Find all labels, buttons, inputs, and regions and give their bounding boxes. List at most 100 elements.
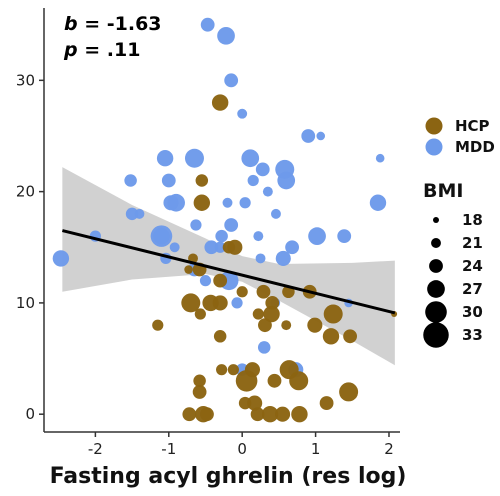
x-tick-label: -1 [161, 440, 176, 458]
data-point-hcp [195, 174, 209, 187]
data-point-mdd [169, 242, 180, 253]
data-point-hcp [307, 317, 323, 333]
data-point-mdd [204, 240, 219, 255]
data-point-hcp [211, 94, 229, 111]
data-point-mdd [255, 253, 266, 264]
data-point-mdd [125, 207, 139, 221]
data-point-mdd [369, 194, 387, 211]
data-point-mdd [217, 26, 235, 45]
data-point-mdd [222, 197, 233, 208]
axes: 0 10 20 30 -2 -1 0 1 2 [16, 8, 400, 458]
data-point-mdd [215, 229, 228, 243]
legend-size-label: 33 [462, 326, 483, 344]
x-tick-label: 0 [237, 440, 247, 458]
data-point-mdd [277, 171, 296, 190]
data-point-mdd [200, 17, 215, 32]
data-point-hcp [289, 371, 309, 391]
data-point-mdd [337, 229, 352, 244]
data-point-hcp [184, 265, 193, 274]
y-tick-label: 30 [16, 71, 35, 89]
data-point-hcp [227, 239, 243, 255]
legend-size-swatch [425, 301, 447, 323]
data-point-hcp [216, 364, 228, 376]
legend-size-label: 18 [462, 211, 483, 229]
data-point-hcp [213, 330, 227, 343]
legend-size-label: 24 [462, 257, 483, 275]
slope-symbol: b [64, 13, 78, 35]
data-point-mdd [275, 250, 291, 266]
data-point-hcp [256, 284, 271, 299]
legend-size-swatch [429, 259, 443, 273]
data-point-mdd [190, 219, 202, 231]
legend-swatch-hcp [425, 117, 443, 135]
legend-size-swatch [423, 322, 449, 348]
data-point-mdd [316, 131, 326, 141]
data-point-mdd [163, 195, 179, 211]
data-point-hcp [193, 374, 206, 388]
legend-label-mdd: MDD [455, 138, 495, 156]
data-point-hcp [250, 407, 265, 422]
legend-sizes: 18 21 24 27 30 33 [423, 211, 483, 348]
x-tick-label: 1 [311, 440, 321, 458]
data-point-hcp [244, 362, 261, 378]
data-point-mdd [239, 197, 251, 209]
x-ticks: -2 -1 0 1 2 [88, 432, 394, 458]
stat-annotation: b = -1.63 p = .11 [63, 13, 162, 61]
data-point-mdd [255, 162, 270, 177]
legend-size-swatch [431, 238, 441, 248]
data-point-mdd [184, 148, 204, 168]
legend-size-title: BMI [423, 180, 463, 202]
data-point-hcp [227, 364, 239, 376]
legend: HCP MDD BMI 18 21 24 27 30 33 [423, 117, 495, 348]
data-point-mdd [253, 231, 264, 242]
data-point-hcp [182, 407, 197, 422]
data-point-hcp [194, 308, 206, 320]
confidence-band [62, 167, 395, 366]
legend-size-swatch [427, 280, 445, 298]
data-point-mdd [271, 208, 281, 219]
data-point-hcp [247, 395, 263, 411]
data-point-hcp [236, 286, 248, 298]
plot-area [52, 17, 398, 423]
regression-line [61, 229, 396, 315]
data-point-hcp [152, 319, 164, 331]
y-tick-label: 10 [16, 294, 35, 312]
legend-groups: HCP MDD [425, 117, 495, 156]
data-point-mdd [153, 227, 170, 245]
data-point-hcp [339, 382, 359, 402]
data-point-mdd [124, 174, 137, 187]
data-point-hcp [281, 320, 292, 331]
y-tick-label: 20 [16, 183, 35, 201]
data-point-hcp [200, 407, 214, 422]
data-point-hcp [193, 194, 211, 211]
p-value: = .11 [78, 39, 141, 61]
legend-size-label: 30 [462, 303, 483, 321]
legend-size-label: 21 [462, 234, 483, 252]
x-axis-title: Fasting acyl ghrelin (res log) [50, 464, 407, 489]
legend-size-swatch [433, 217, 439, 223]
slope-value: = -1.63 [78, 13, 162, 35]
data-point-mdd [161, 173, 176, 188]
y-ticks: 0 10 20 30 [16, 71, 44, 423]
data-point-mdd [301, 129, 316, 143]
data-point-hcp [258, 318, 272, 333]
data-point-mdd [257, 341, 271, 354]
data-point-mdd [156, 150, 174, 167]
data-point-mdd [247, 174, 259, 187]
x-tick-label: -2 [88, 440, 103, 458]
slope-annotation: b = -1.63 [64, 13, 162, 35]
data-point-hcp [322, 328, 340, 345]
data-point-hcp [261, 405, 279, 423]
data-point-mdd [308, 227, 326, 245]
data-point-hcp [252, 308, 264, 320]
series-hcp [152, 94, 398, 423]
data-point-hcp [213, 273, 228, 288]
data-point-hcp [319, 396, 334, 410]
data-point-hcp [181, 293, 201, 313]
data-point-hcp [343, 329, 357, 344]
data-point-hcp [267, 373, 282, 388]
data-point-mdd [214, 241, 226, 253]
legend-label-hcp: HCP [455, 117, 490, 135]
data-point-mdd [199, 275, 212, 287]
